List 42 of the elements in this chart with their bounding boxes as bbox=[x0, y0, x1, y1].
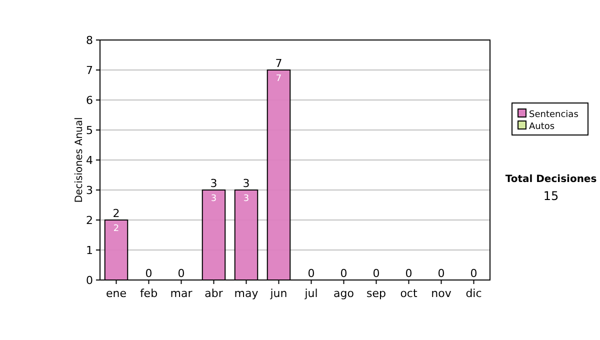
y-tick-label: 3 bbox=[86, 184, 93, 197]
data-label: 2 bbox=[113, 224, 120, 234]
x-tick-label: ago bbox=[334, 287, 354, 300]
y-tick-label: 1 bbox=[86, 244, 93, 257]
x-tick-label: sep bbox=[366, 287, 386, 300]
x-tick-label: dic bbox=[466, 287, 482, 300]
y-tick-label: 4 bbox=[86, 154, 93, 167]
x-tick-label: mar bbox=[170, 287, 193, 300]
x-tick-label: jul bbox=[304, 287, 318, 300]
total-label: 2 bbox=[112, 207, 120, 220]
y-tick-label: 2 bbox=[86, 214, 93, 227]
y-tick-label: 7 bbox=[86, 64, 93, 77]
data-label: 3 bbox=[210, 194, 217, 204]
x-tick-label: jun bbox=[269, 287, 288, 300]
total-label: 0 bbox=[372, 267, 380, 280]
x-tick-label: oct bbox=[400, 287, 418, 300]
x-tick-label: abr bbox=[204, 287, 224, 300]
text: Total Decisiones bbox=[505, 174, 597, 185]
legend-label: Sentencias bbox=[529, 110, 579, 120]
y-tick-label: 0 bbox=[86, 274, 93, 287]
y-axis-title: Decisiones Anual bbox=[74, 117, 85, 203]
y-tick-label: 8 bbox=[86, 34, 93, 47]
total-label: 7 bbox=[275, 57, 282, 70]
total-label: 0 bbox=[470, 267, 478, 280]
total-label: 0 bbox=[405, 267, 412, 280]
x-tick-label: may bbox=[234, 287, 259, 300]
total-label: 3 bbox=[242, 177, 250, 190]
legend-label: Autos bbox=[529, 122, 555, 132]
data-label: 3 bbox=[243, 194, 250, 204]
total-label: 3 bbox=[210, 177, 218, 190]
data-label: 7 bbox=[276, 74, 282, 84]
x-tick-label: nov bbox=[431, 287, 452, 300]
x-tick-label: feb bbox=[140, 287, 158, 300]
text: 15 bbox=[543, 189, 559, 203]
total-label: 0 bbox=[438, 267, 445, 280]
total-label: 0 bbox=[178, 267, 185, 280]
y-tick-label: 6 bbox=[86, 94, 93, 107]
x-tick-label: ene bbox=[106, 287, 127, 300]
total-label: 0 bbox=[340, 267, 348, 280]
total-label: 0 bbox=[308, 267, 315, 280]
y-tick-label: 5 bbox=[86, 124, 93, 137]
total-label: 0 bbox=[145, 267, 152, 280]
